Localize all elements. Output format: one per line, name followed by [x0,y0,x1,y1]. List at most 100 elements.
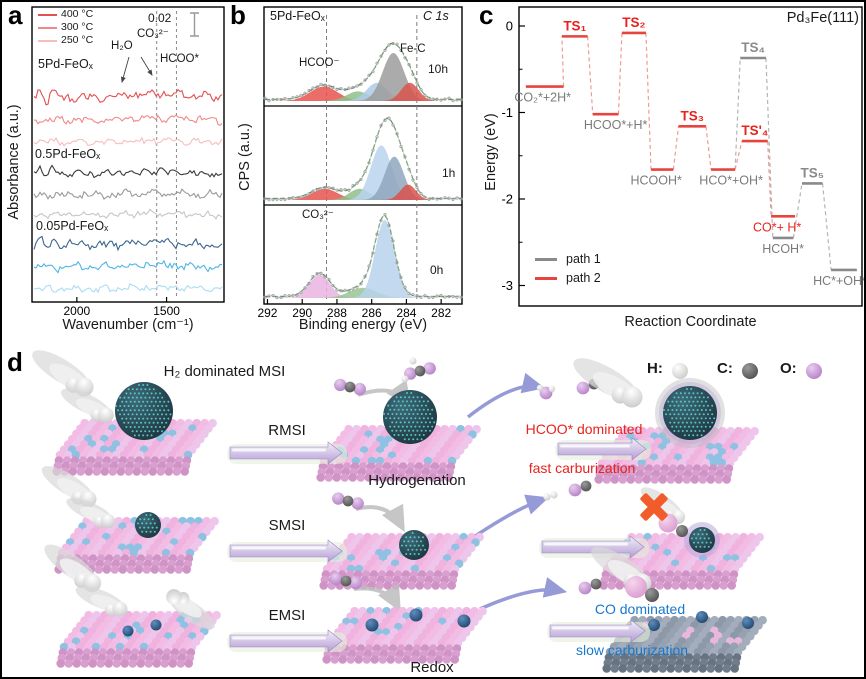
energy-level-label: TS'₄ [741,123,768,138]
panel-c-y-axis-label: Energy (eV) [483,113,499,191]
label-co3: CO₃²⁻ [302,209,334,221]
path-connector [792,183,803,239]
legend-item: 400 °C [38,8,93,21]
spectrum-curve [33,164,223,179]
label-rmsi: RMSI [268,422,306,439]
x-tick-label: 288 [327,306,347,320]
co-molecule [578,578,602,595]
process-arrow [229,539,343,563]
curved-arrow [353,583,401,613]
path1-label: path 1 [566,251,601,266]
path-connector [734,140,743,170]
panel-d-scene [32,350,822,673]
panel-letter-a: a [8,0,23,30]
raw-data-points [263,212,463,300]
panel-b-plot: 292 290 288 286 284 282 [257,6,463,320]
support-slab [56,610,221,668]
atom-legend-spheres [672,363,822,379]
panel-b-corner-label: C 1s [423,9,449,23]
pd-nanoparticle [383,390,437,444]
h2-stream [66,497,116,529]
label-smsi: SMSI [268,517,306,534]
pd-nanoparticle [399,530,429,560]
annotation-arrow [140,56,153,76]
atom-legend-c-label: C: [717,360,733,377]
path2-label: path 2 [566,270,601,285]
fit-component-peak [264,145,462,200]
energy-level-label: HCOO*+H* [584,118,648,132]
legend-label: 250 °C [61,33,94,46]
legend-item: path 1 [535,250,601,269]
energy-level-label: CO₂*+2H* [514,91,571,105]
spectrum-curve [33,208,223,220]
path-connector [734,57,741,170]
panel-a-y-axis-label: Absorbance (a.u.) [6,104,22,220]
panel-b-y-axis-label: CPS (a.u.) [237,123,253,191]
embedded-carbon-atoms [648,611,754,631]
process-arrow [549,619,646,643]
raw-data-points [263,42,463,103]
atom-legend-o-label: O: [780,360,797,377]
y-tick-label: 0 [506,19,513,34]
temperature-legend: 400 °C 300 °C 250 °C [38,8,93,47]
blocked-x-icon [640,493,668,521]
y-tick-label: -1 [501,105,513,120]
embedded-carbon-atoms [122,619,162,637]
spectrum-curve [33,259,223,274]
fit-component-peak [264,82,462,101]
co-molecule [568,480,592,497]
curved-arrow [355,503,405,533]
path-connector [587,36,594,115]
panel-c-plot: 0 -1 -2 -3 CO₂*+2H* TS₁ HCOO*+H* TS₂ HCOOH* TS₃ HC… [501,6,866,307]
path-connector [561,36,565,87]
spectrum-curve [33,114,223,126]
spectrum-curve [33,282,223,294]
energy-level-label: HCOH* [762,242,804,256]
process-arrow [557,437,647,461]
group-label-005pd: 0.05Pd-FeOₓ [36,219,109,233]
process-arrow [229,441,343,465]
label-h2-dominated-msi: H₂ dominated MSI [163,363,286,380]
x-tick-label: 286 [362,306,382,320]
path-connector [765,57,774,238]
fit-component-peak [264,86,462,101]
energy-level-label: HCOOH* [630,174,682,188]
energy-level-label: HCO*+OH* [699,174,763,188]
path2-swatch [535,277,557,280]
legend-item: 250 °C [38,34,93,47]
x-tick-label: 292 [257,306,277,320]
approaching-o-blob [625,576,659,602]
embedded-carbon-atoms [365,608,471,632]
fit-envelope [265,117,461,200]
group-label-05pd: 0.5Pd-FeOₓ [35,147,101,161]
energy-level-label: TS₃ [680,108,704,123]
panel-b-sample-title: 5Pd-FeOₓ [270,9,325,23]
path1-swatch [535,258,557,261]
label-fast-carburization: fast carburization [528,460,636,476]
x-tick-label: 284 [396,306,416,320]
label-hcoo-minus: HCOO⁻ [299,57,340,69]
panel-letter-b: b [230,0,246,30]
annotation-arrow [120,56,130,83]
path-connector [821,183,832,270]
energy-level-label: HC*+OH* [813,274,866,288]
label-slow-carburization: slow carburization [575,642,689,658]
spectrum-curve [33,235,223,252]
curved-arrow [466,372,546,419]
panel-letter-c: c [479,0,494,30]
co2-molecule [330,572,362,590]
h2-stream [75,586,128,617]
panel-c-frame [518,6,863,307]
fit-component-peak [264,188,462,200]
co2-molecule [332,492,364,510]
legend-item: path 2 [535,269,601,288]
path-connector [767,141,772,217]
h2o-molecule [536,384,556,400]
panel-a-plot: 2000 1500 [31,6,225,318]
legend-label: 300 °C [61,20,94,33]
panel-a-x-axis-label: Wavenumber (cm⁻¹) [62,317,194,333]
path-legend: path 1 path 2 [535,250,601,288]
panel-b-x-axis-label: Binding energy (eV) [298,317,428,333]
panel-c-x-axis-label: Reaction Coordinate [624,314,757,330]
legend-swatch-400 [38,13,57,16]
